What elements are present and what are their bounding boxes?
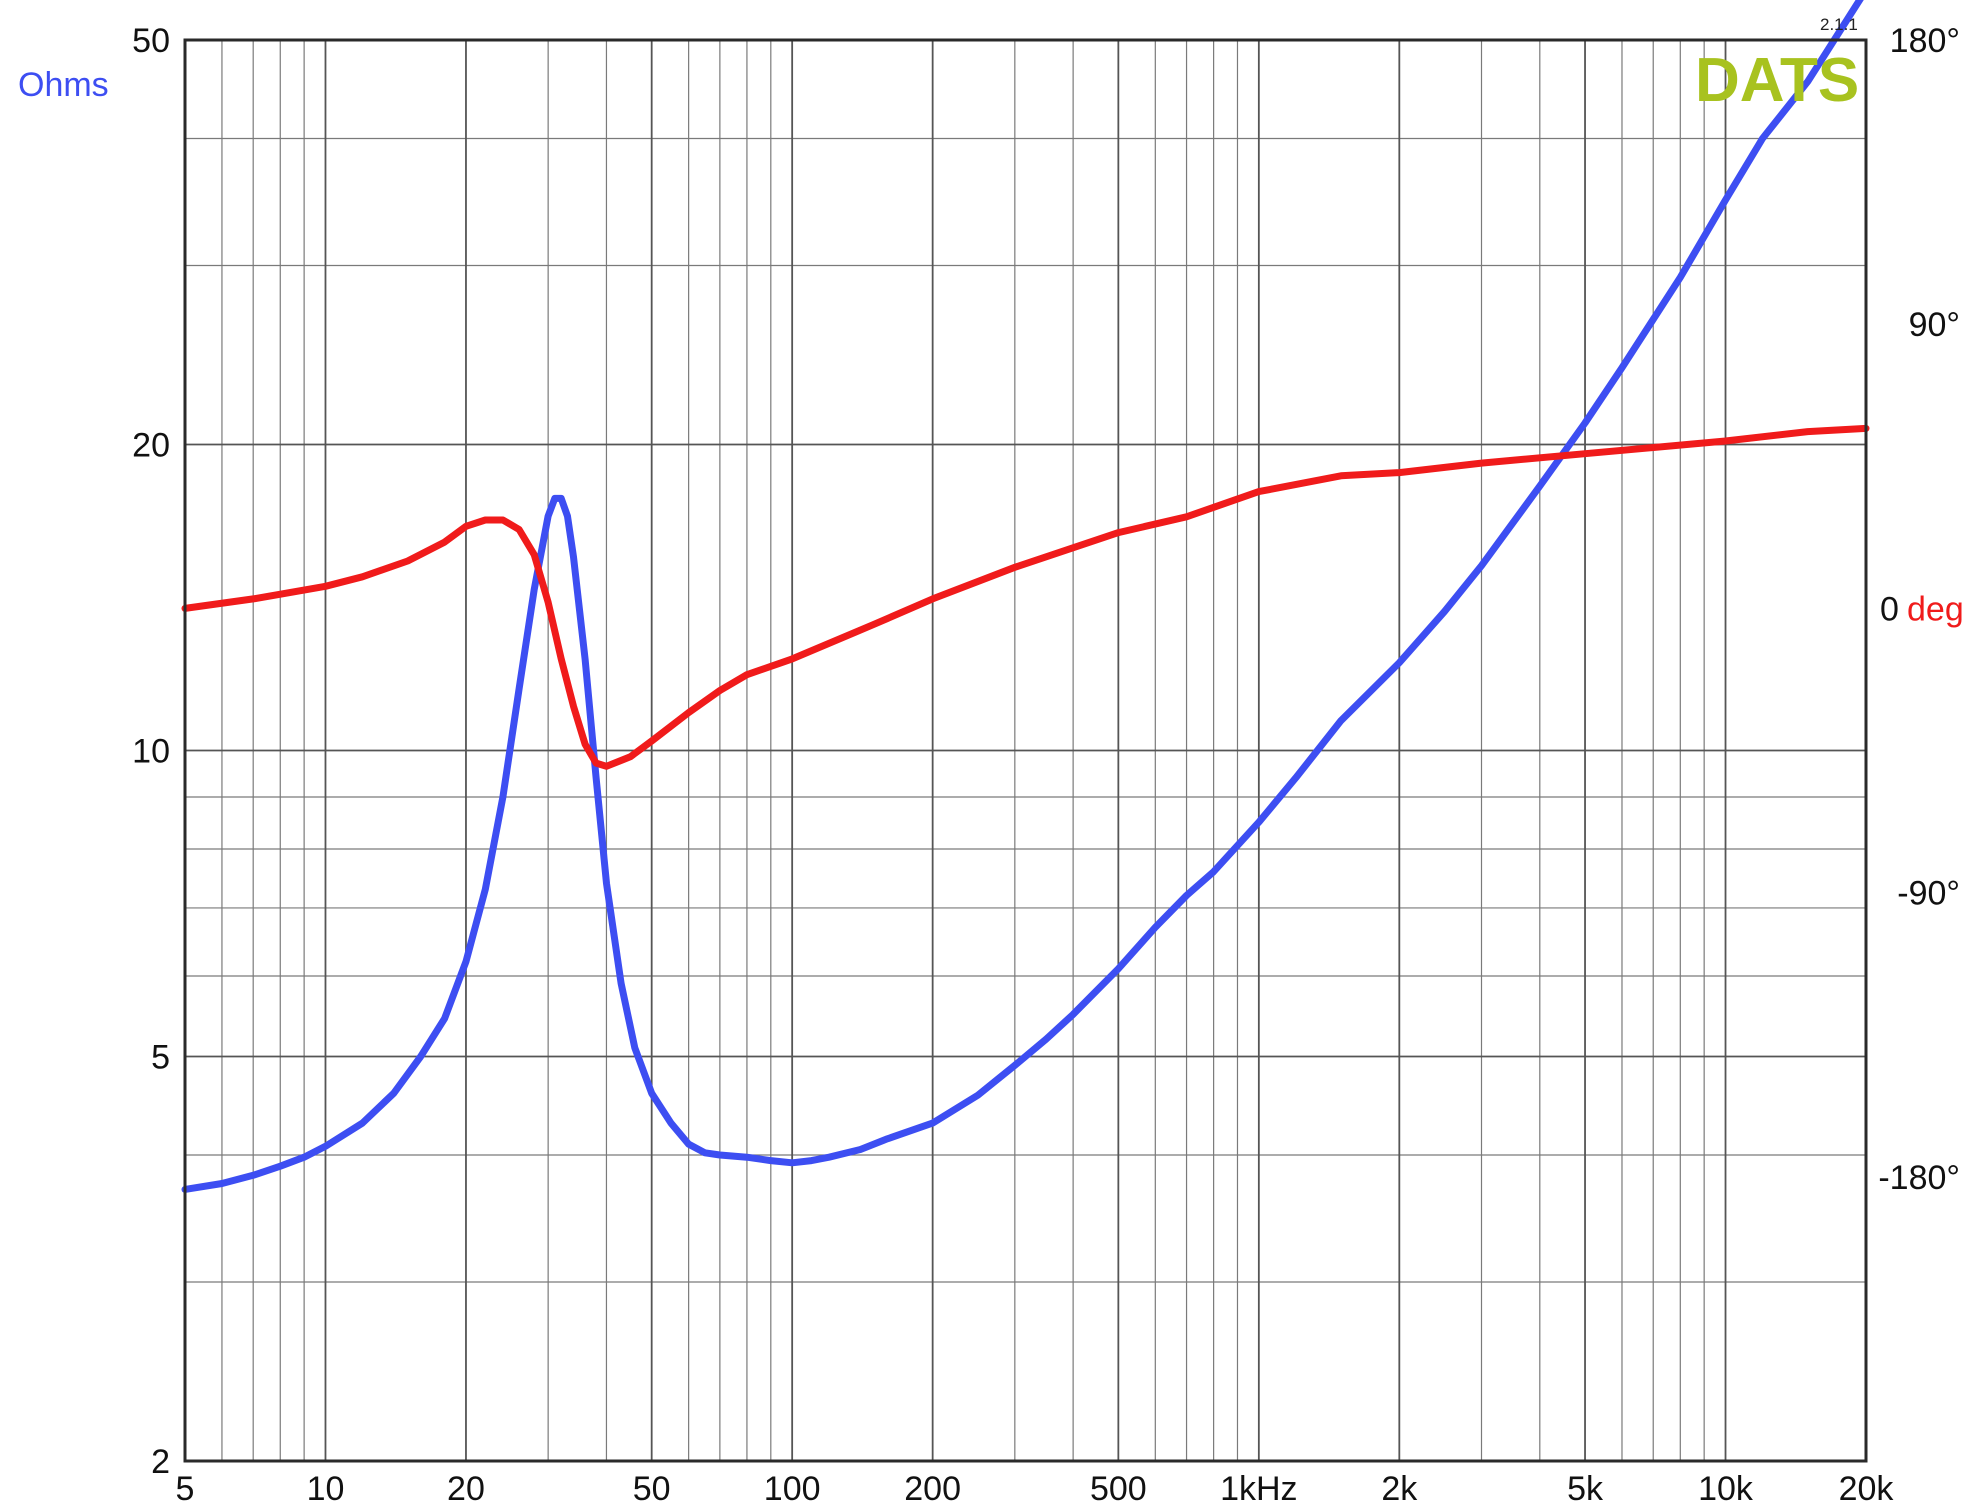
right-axis-label-unit: deg (1907, 590, 1964, 628)
phase-curve (181, 424, 1870, 770)
y-tick-label: 2 (151, 1443, 170, 1481)
y-tick-label: 5 (151, 1038, 170, 1076)
y-tick-labels: 2 5 10 20 50 (132, 22, 170, 1481)
x-tick-label: 5 (176, 1470, 195, 1508)
right-axis-label-number: 0 (1880, 590, 1899, 628)
x-tick-label: 10k (1698, 1470, 1754, 1508)
series-layer (181, 0, 1870, 1193)
y-tick-label: 20 (132, 427, 170, 465)
y-tick-label: 10 (132, 733, 170, 771)
x-tick-label: 50 (633, 1470, 671, 1508)
left-axis-label: Ohms (18, 66, 109, 104)
x-tick-label: 20 (447, 1470, 485, 1508)
y-tick-label: 50 (132, 22, 170, 60)
x-tick-label: 500 (1090, 1470, 1147, 1508)
x-tick-label: 200 (904, 1470, 961, 1508)
right-tick-label: -180° (1878, 1159, 1960, 1197)
right-tick-label: -90° (1897, 875, 1960, 913)
x-tick-label: 10 (307, 1470, 345, 1508)
x-tick-label: 1kHz (1220, 1470, 1297, 1508)
x-tick-label: 20k (1839, 1470, 1895, 1508)
plot-frame (183, 38, 1868, 1463)
x-tick-label: 100 (764, 1470, 821, 1508)
version-label: 2.1.1 (1820, 15, 1858, 34)
right-tick-label: 180° (1890, 22, 1960, 60)
right-tick-labels: 180° 90° -90° -180° (1878, 22, 1960, 1197)
impedance-curve (181, 0, 1864, 1193)
x-tick-label: 5k (1567, 1470, 1604, 1508)
dats-logo: DATS (1695, 46, 1859, 115)
x-tick-labels: 5 10 20 50 100 200 500 1kHz 2k 5k 10k 20k (176, 1470, 1895, 1508)
right-tick-label: 90° (1909, 306, 1960, 344)
x-tick-label: 2k (1381, 1470, 1418, 1508)
